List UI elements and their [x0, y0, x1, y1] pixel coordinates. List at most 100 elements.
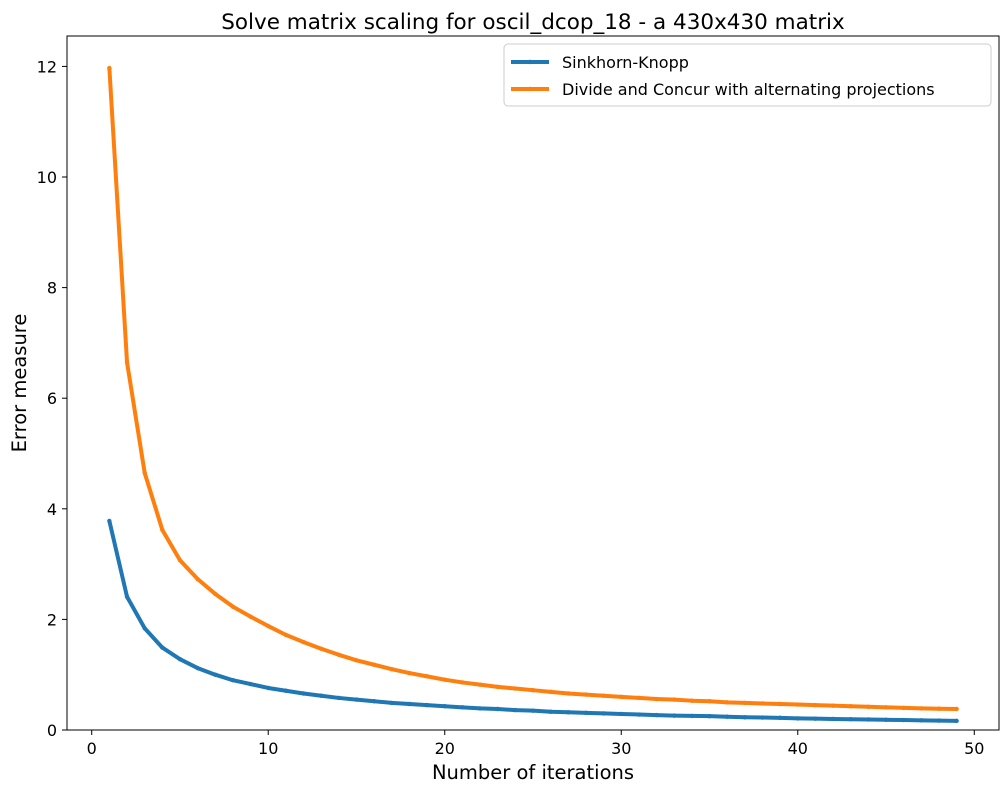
data-point — [513, 707, 518, 713]
data-point — [813, 716, 818, 721]
data-point — [636, 712, 642, 717]
data-point — [848, 704, 853, 709]
data-point — [124, 360, 130, 365]
data-point — [195, 576, 200, 582]
data-point — [795, 702, 800, 707]
data-point — [477, 682, 483, 687]
data-point — [530, 708, 536, 713]
data-point — [777, 701, 783, 707]
legend-marker — [527, 86, 533, 92]
x-tick-label: 20 — [435, 739, 455, 758]
data-point — [601, 711, 606, 716]
data-point — [213, 672, 218, 677]
data-point — [936, 706, 942, 711]
x-tick-label: 40 — [788, 739, 808, 758]
data-point — [619, 694, 624, 700]
x-tick-label: 10 — [258, 739, 278, 758]
y-tick-label: 4 — [47, 500, 57, 519]
data-point — [424, 702, 430, 708]
series-line-2 — [107, 67, 957, 711]
legend-label-1: Sinkhorn-Knopp — [562, 53, 689, 72]
data-point — [354, 697, 359, 702]
data-point — [919, 706, 924, 711]
legend: Sinkhorn-Knopp Divide and Concur with alt… — [503, 43, 992, 107]
data-point — [142, 470, 147, 476]
data-point — [213, 591, 218, 597]
data-point — [283, 632, 289, 638]
data-point — [318, 646, 324, 651]
data-point — [672, 713, 677, 718]
data-point — [336, 652, 342, 657]
data-point — [742, 715, 748, 720]
plot-area — [107, 65, 959, 724]
data-point — [160, 645, 165, 650]
data-point — [389, 700, 394, 706]
y-tick-label: 12 — [37, 57, 57, 76]
data-point — [742, 700, 748, 706]
data-point — [407, 701, 412, 707]
data-point — [107, 65, 112, 71]
data-point — [636, 695, 642, 701]
chart-title: Solve matrix scaling for oscil_dcop_18 -… — [221, 10, 845, 35]
data-point — [866, 717, 871, 722]
data-point — [707, 713, 712, 719]
data-point — [583, 692, 589, 697]
data-point — [548, 689, 553, 695]
data-point — [513, 686, 518, 691]
data-point — [777, 715, 783, 721]
data-point — [477, 706, 483, 711]
data-point — [689, 698, 695, 703]
data-point — [301, 639, 306, 645]
data-point — [530, 687, 536, 693]
y-tick-label: 0 — [47, 721, 57, 740]
data-point — [389, 666, 394, 672]
data-point — [689, 713, 695, 719]
data-point — [124, 594, 130, 599]
data-point — [318, 693, 324, 698]
legend-box — [503, 43, 992, 107]
data-point — [160, 527, 165, 533]
x-axis-label: Number of iterations — [432, 761, 634, 784]
data-point — [724, 700, 730, 705]
data-point — [566, 710, 571, 715]
x-tick-label: 30 — [611, 739, 631, 758]
data-point — [248, 681, 253, 687]
data-point — [283, 688, 289, 693]
data-point — [654, 696, 659, 702]
data-point — [619, 711, 624, 717]
data-point — [142, 626, 147, 631]
data-point — [601, 693, 606, 698]
data-point — [495, 706, 500, 712]
data-point — [813, 702, 818, 708]
data-point — [442, 677, 447, 682]
data-point — [177, 558, 183, 563]
y-tick-label: 2 — [47, 610, 57, 629]
data-point — [707, 699, 712, 704]
data-point — [672, 697, 677, 702]
data-point — [654, 712, 659, 718]
data-point — [866, 704, 871, 709]
data-point — [230, 604, 236, 609]
x-tick-label: 50 — [964, 739, 984, 758]
data-point — [760, 701, 765, 706]
data-point — [760, 715, 765, 720]
data-point — [883, 717, 889, 722]
y-axis: 0 2 4 6 8 10 12 — [37, 57, 67, 740]
data-point — [266, 623, 271, 629]
data-point — [177, 657, 183, 662]
data-point — [336, 695, 342, 701]
data-point — [301, 691, 306, 696]
y-tick-label: 10 — [37, 168, 57, 187]
data-point — [495, 684, 500, 690]
data-point — [407, 670, 412, 676]
data-point — [883, 705, 889, 710]
data-point — [583, 710, 589, 716]
data-point — [248, 614, 253, 619]
plot-frame — [66, 35, 1000, 731]
data-point — [371, 662, 377, 667]
data-point — [230, 678, 236, 683]
data-point — [901, 717, 906, 723]
data-point — [195, 665, 200, 671]
legend-marker — [527, 59, 533, 65]
